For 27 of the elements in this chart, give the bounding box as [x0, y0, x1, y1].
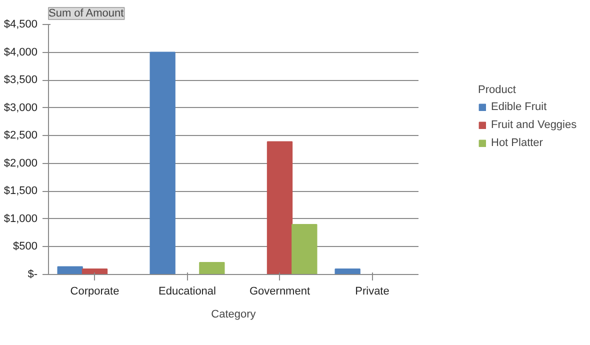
legend-label: Edible Fruit	[491, 101, 547, 113]
chart-title: Sum of Amount	[48, 8, 124, 20]
bar	[292, 224, 318, 274]
legend-label: Hot Platter	[491, 137, 543, 149]
y-tick-label: $2,000	[4, 157, 38, 170]
bar	[199, 262, 225, 274]
y-tick-label: $3,500	[4, 74, 38, 86]
bar	[150, 52, 176, 274]
y-tick-label: $4,000	[4, 46, 38, 58]
bar	[57, 266, 83, 274]
x-tick-label: Corporate	[70, 286, 120, 298]
y-tick-label: $500	[13, 240, 38, 253]
y-tick-label: $4,500	[4, 18, 38, 30]
legend-title: Product	[478, 84, 517, 96]
x-tick-label: Government	[249, 286, 310, 298]
y-tick-label: $3,000	[4, 102, 38, 114]
y-tick-label: $1,000	[4, 212, 38, 225]
bar	[334, 268, 360, 274]
x-axis-title: Category	[211, 308, 256, 320]
y-tick-label: $-	[28, 268, 38, 280]
bar	[266, 141, 293, 274]
y-tick-label: $1,500	[4, 185, 38, 198]
x-tick-label: Educational	[158, 286, 216, 298]
x-tick-label: Private	[355, 286, 390, 298]
y-tick-label: $2,500	[4, 130, 38, 142]
bar	[82, 268, 108, 274]
legend-label: Fruit and Veggies	[491, 119, 577, 131]
